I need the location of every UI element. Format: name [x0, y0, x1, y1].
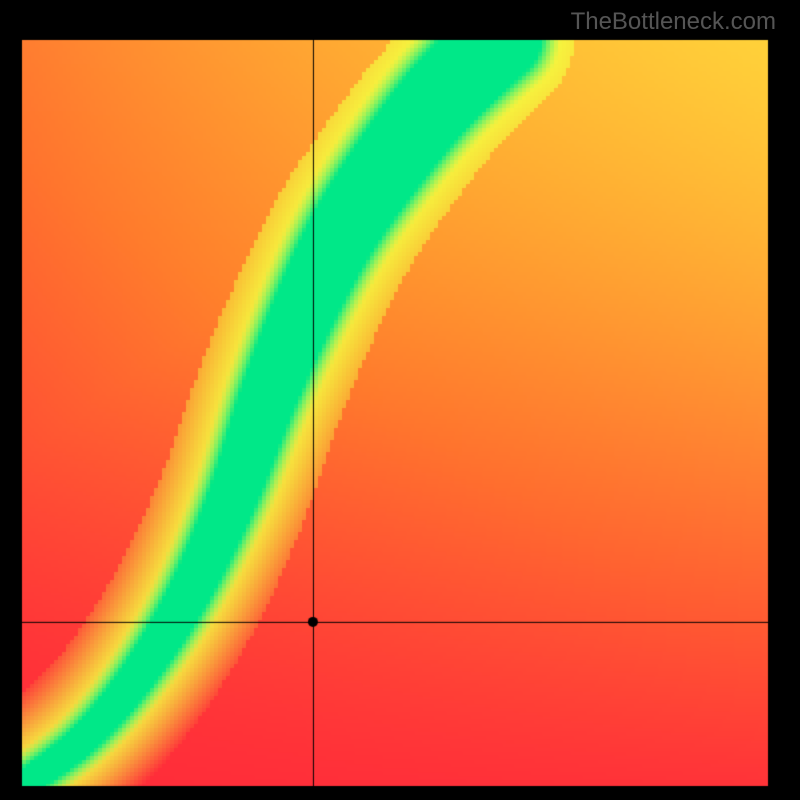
chart-container: TheBottleneck.com — [0, 0, 800, 800]
heatmap-canvas — [0, 0, 800, 800]
watermark-text: TheBottleneck.com — [571, 8, 776, 36]
